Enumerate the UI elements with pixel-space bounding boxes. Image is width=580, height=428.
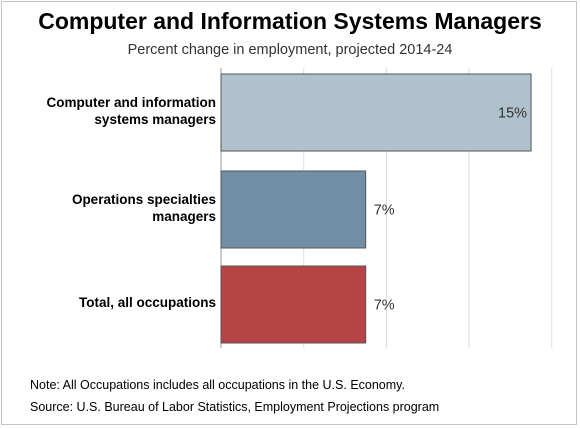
bar: [220, 170, 367, 249]
category-label-line: Total, all occupations: [78, 295, 216, 310]
category-label: Operations specialties managers: [11, 191, 216, 225]
chart-source: Source: U.S. Bureau of Labor Statistics,…: [30, 400, 440, 414]
category-label-line: managers: [152, 208, 216, 224]
category-label: Computer and information systems managers: [11, 94, 217, 128]
category-label-line: systems managers: [94, 111, 216, 127]
chart-note: Note: All Occupations includes all occup…: [30, 378, 405, 392]
category-label-line: Operations specialties: [71, 191, 216, 207]
data-label: 7%: [374, 203, 395, 219]
bar: [220, 265, 367, 344]
chart-title: Computer and Information Systems Manager…: [38, 8, 542, 34]
category-label: Total, all occupations: [11, 294, 216, 311]
bar: [220, 73, 532, 152]
data-label: 15%: [498, 106, 527, 122]
category-label-line: Computer and information: [46, 94, 217, 110]
chart-subtitle: Percent change in employment, projected …: [127, 42, 453, 58]
data-label: 7%: [374, 298, 395, 314]
